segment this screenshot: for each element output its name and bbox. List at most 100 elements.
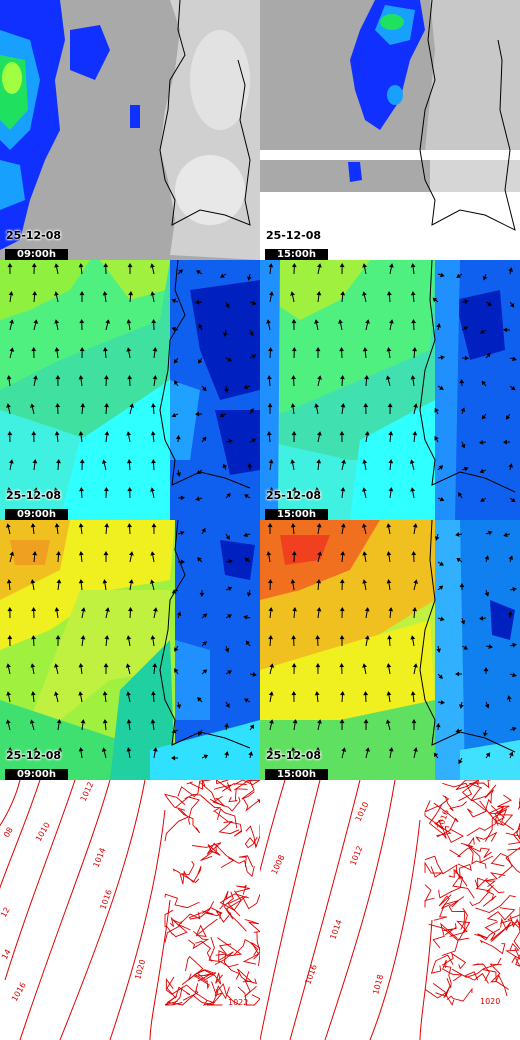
wind-arrow-head — [339, 635, 345, 640]
cloud-map-0900-graphic — [0, 0, 260, 260]
wind-arrow-head — [80, 719, 86, 724]
cloud-map-1500-graphic — [260, 0, 520, 260]
wind-arrow-head — [245, 640, 251, 646]
wind-arrow-head — [480, 497, 485, 502]
wind-arrow-head — [54, 319, 60, 324]
wind-arrow-head — [247, 276, 252, 281]
wind-arrow-head — [291, 551, 297, 556]
wind-map-b-0900-graphic — [0, 520, 260, 780]
wind-arrow-head — [314, 403, 319, 408]
wind-arrow-head — [438, 465, 444, 470]
wind-arrow-head — [9, 319, 14, 324]
wind-arrow-head — [151, 459, 156, 464]
isobar-line — [467, 787, 488, 818]
wind-arrow-head — [438, 674, 443, 680]
isobar-line — [433, 900, 459, 921]
wind-arrow-head — [103, 663, 109, 668]
wind-arrow-head — [315, 747, 321, 752]
wind-arrow-head — [386, 663, 392, 668]
wind-arrow-head — [7, 607, 13, 612]
wind-arrow-head — [128, 579, 134, 584]
wind-arrow-head — [386, 579, 392, 584]
wind-arrow-head — [460, 407, 466, 413]
isobar-line — [428, 923, 459, 956]
wind-arrow-head — [80, 402, 86, 408]
wind-arrow-head — [455, 728, 460, 734]
date-label: 25-12-08 — [6, 749, 62, 762]
wind-arrow-head — [317, 431, 322, 436]
isobar-line — [452, 874, 475, 899]
isobar-line — [438, 876, 464, 899]
wind-arrow-head — [54, 291, 59, 296]
isobar-line — [432, 922, 458, 949]
wind-arrow-head — [149, 579, 155, 584]
wind-map-b-0900: 25-12-08 09:00h — [0, 520, 260, 780]
wind-arrow-head — [315, 662, 321, 668]
wind-arrow-head — [362, 487, 367, 492]
wind-arrow-head — [125, 663, 131, 668]
isobar-line — [508, 827, 520, 845]
wind-arrow-head — [510, 385, 516, 391]
wind-arrow-head — [339, 579, 345, 584]
wind-arrow-head — [6, 579, 12, 584]
isobar-line — [164, 893, 200, 909]
wind-arrow-head — [197, 696, 202, 702]
isobar-label: 1016 — [303, 963, 318, 985]
timestamp: 25-12-08 15:00h — [265, 750, 328, 780]
wind-arrow-head — [340, 403, 346, 408]
wind-arrow-head — [152, 747, 158, 752]
wind-arrow-head — [291, 263, 297, 268]
wind-arrow-head — [7, 747, 13, 752]
wind-arrow-head — [413, 579, 419, 584]
wind-arrow-head — [220, 273, 225, 278]
wind-arrow-head — [339, 431, 345, 436]
wind-arrow-head — [290, 403, 296, 408]
wind-arrow-head — [127, 487, 133, 492]
wind-arrow-head — [56, 459, 61, 464]
wind-arrow-head — [410, 691, 416, 696]
isobar-line — [237, 986, 260, 1006]
isobar-label: 1016 — [10, 981, 28, 1003]
wind-arrow-head — [413, 747, 418, 752]
time-label: 09:00h — [5, 509, 68, 520]
wind-arrow-head — [176, 472, 182, 477]
wind-arrow-head — [339, 663, 345, 668]
isobar-line — [244, 978, 257, 998]
isobar-line — [479, 939, 506, 955]
isobar-line — [211, 981, 241, 1006]
isobar-line — [442, 782, 473, 802]
wind-arrow-head — [363, 403, 369, 408]
wind-arrow-head — [432, 297, 438, 303]
isobar-line — [202, 989, 219, 1006]
wind-arrow-head — [508, 463, 514, 468]
isobar-line — [226, 895, 247, 920]
isobar-line — [475, 831, 498, 843]
time-label: 15:00h — [265, 509, 328, 520]
wind-arrow-head — [78, 263, 84, 268]
wind-arrow-head — [487, 530, 493, 536]
wind-arrow-head — [267, 579, 273, 584]
isobar-line — [192, 842, 222, 855]
isobar-line — [432, 983, 451, 999]
wind-arrow-head — [55, 375, 61, 380]
isobar-line — [424, 813, 452, 837]
wind-arrow-head — [386, 347, 392, 352]
wind-arrow-head — [463, 645, 469, 650]
wind-arrow-head — [290, 459, 296, 464]
wind-arrow-head — [503, 439, 508, 445]
wind-arrow-head — [126, 691, 131, 696]
wind-arrow-head — [202, 386, 207, 392]
isobar-line — [464, 971, 489, 984]
wind-arrow-head — [387, 635, 392, 640]
wind-arrow-head — [485, 752, 491, 758]
wind-arrow-head — [126, 347, 132, 352]
wind-arrow-head — [227, 614, 232, 619]
wind-arrow-head — [266, 431, 272, 436]
wind-arrow-head — [314, 487, 320, 492]
isobar-line — [465, 844, 492, 858]
wind-arrow-head — [389, 263, 394, 268]
wind-arrow-head — [268, 263, 274, 268]
isobar-line — [208, 936, 239, 968]
wind-arrow-head — [505, 414, 511, 420]
wind-arrow-head — [459, 704, 464, 709]
